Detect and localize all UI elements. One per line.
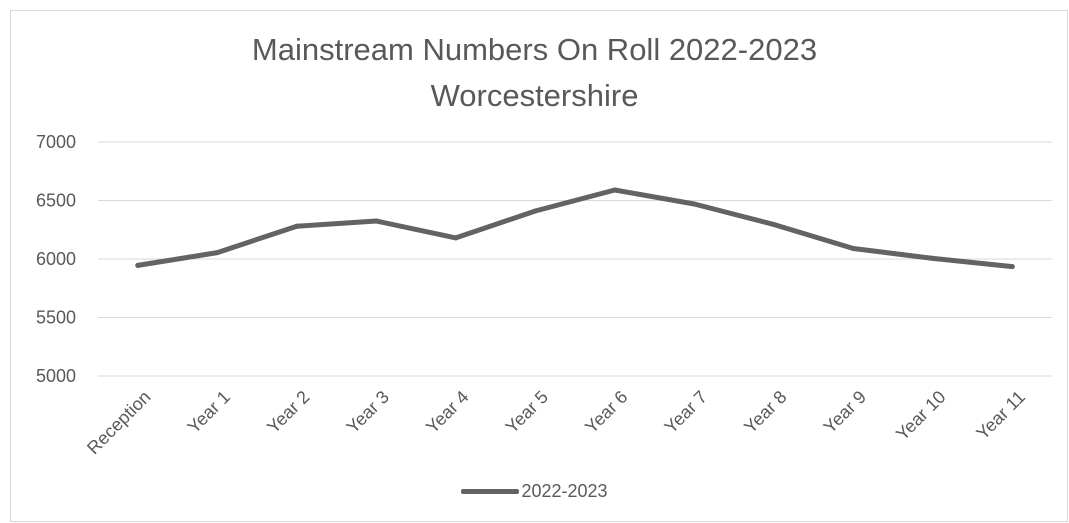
chart-title: Mainstream Numbers On Roll 2022-2023 <box>251 32 818 67</box>
x-tick-label: Year 7 <box>661 387 711 437</box>
legend-label: 2022-2023 <box>521 481 608 501</box>
x-tick-label: Reception <box>83 387 154 458</box>
data-point <box>691 201 697 207</box>
data-point <box>373 218 379 224</box>
series-layer <box>135 187 1015 270</box>
x-tick-label: Year 2 <box>263 387 313 437</box>
legend-swatch <box>461 489 520 494</box>
data-point <box>930 255 936 261</box>
x-axis-ticks: Reception Year 1 Year 2 Year 3 Year 4 Year 5 Y… <box>83 387 1029 458</box>
data-point <box>214 250 220 256</box>
series-line <box>135 187 1015 270</box>
x-tick-label: Year 10 <box>892 387 950 445</box>
data-point <box>453 235 459 241</box>
chart-subtitle: Worcestershire <box>430 78 639 113</box>
x-tick-label: Year 4 <box>422 387 472 437</box>
data-point <box>612 187 618 193</box>
x-tick-label: Year 6 <box>581 387 631 437</box>
x-tick-label: Year 5 <box>502 387 552 437</box>
y-tick-label: 5500 <box>36 308 76 328</box>
y-tick-label: 6500 <box>36 191 76 211</box>
y-tick-label: 7000 <box>36 132 76 152</box>
data-point <box>135 262 141 268</box>
data-point <box>294 223 300 229</box>
y-tick-label: 5000 <box>36 366 76 386</box>
y-tick-label: 6000 <box>36 249 76 269</box>
data-point <box>850 246 856 251</box>
x-tick-label: Year 9 <box>820 387 870 437</box>
gridlines <box>98 141 1052 377</box>
x-tick-label: Year 3 <box>343 387 393 437</box>
y-axis-ticks: 5000 5500 6000 6500 7000 <box>36 132 76 386</box>
legend: 2022-2023 <box>0 481 1069 502</box>
chart-title-block: Mainstream Numbers On Roll 2022-2023 Wor… <box>0 27 1069 119</box>
data-point <box>532 208 538 214</box>
x-tick-label: Year 11 <box>972 387 1029 444</box>
data-point <box>771 222 777 227</box>
x-tick-label: Year 8 <box>740 387 790 437</box>
chart-area <box>10 10 1068 522</box>
data-point <box>1009 264 1015 270</box>
x-tick-label: Year 1 <box>184 387 234 437</box>
